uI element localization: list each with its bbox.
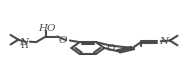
- Text: O: O: [107, 44, 115, 53]
- Text: N: N: [19, 38, 28, 47]
- Text: O: O: [58, 36, 67, 45]
- Text: HO: HO: [38, 24, 56, 33]
- Text: N: N: [159, 37, 168, 46]
- Text: H: H: [20, 41, 28, 50]
